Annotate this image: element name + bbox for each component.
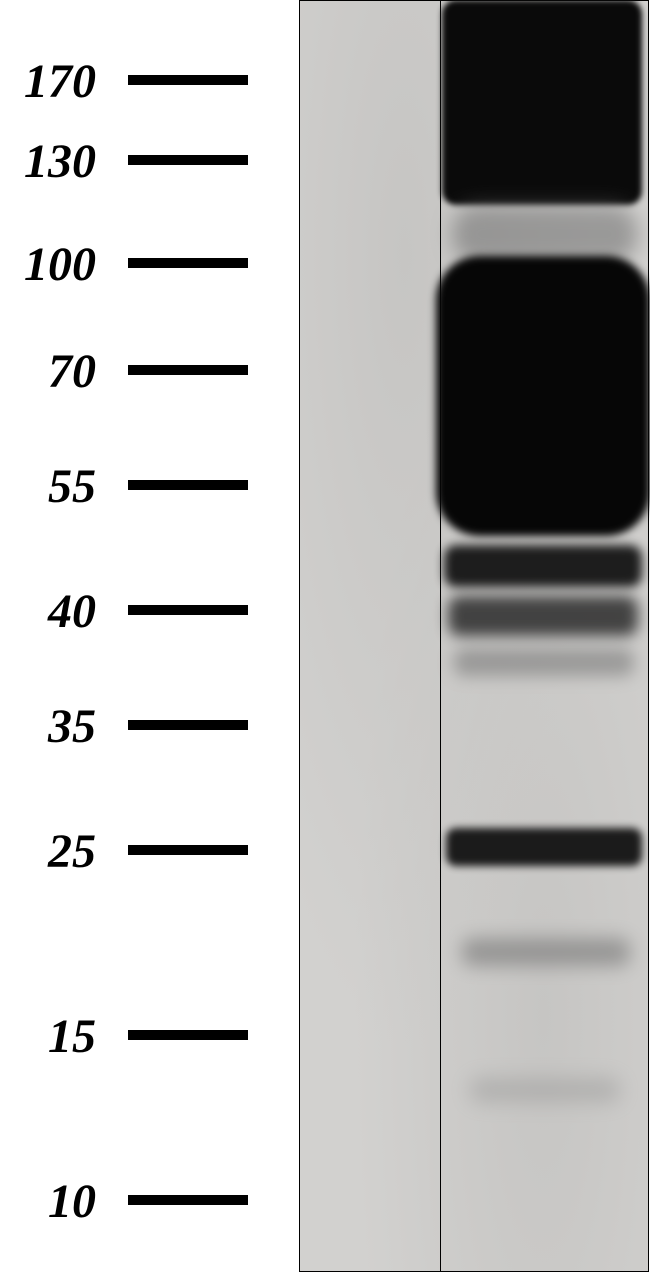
mw-tick xyxy=(128,480,248,490)
mw-label: 25 xyxy=(48,824,96,879)
band-smear-top xyxy=(442,0,642,205)
band-band-26 xyxy=(446,828,642,866)
mw-tick xyxy=(128,1195,248,1205)
mw-label: 10 xyxy=(48,1174,96,1229)
mw-label: 100 xyxy=(24,237,96,292)
mw-tick xyxy=(128,258,248,268)
mw-label: 170 xyxy=(24,54,96,109)
mw-tick xyxy=(128,155,248,165)
lane-separator xyxy=(440,0,441,1272)
mw-tick xyxy=(128,720,248,730)
band-band-20-faint xyxy=(462,938,630,966)
band-band-14-vfaint xyxy=(470,1078,620,1102)
band-main-blob xyxy=(436,256,650,536)
mw-label: 70 xyxy=(48,344,96,399)
mw-tick xyxy=(128,1030,248,1040)
band-band-50 xyxy=(444,545,642,587)
mw-label: 55 xyxy=(48,459,96,514)
mw-label: 15 xyxy=(48,1009,96,1064)
western-blot-figure: 170 130 100 70 55 40 35 25 15 10 xyxy=(0,0,650,1272)
mw-label: 130 xyxy=(24,134,96,189)
band-band-40-faint xyxy=(454,648,634,676)
mw-label: 35 xyxy=(48,699,96,754)
mw-tick xyxy=(128,75,248,85)
band-band-45 xyxy=(448,596,638,636)
mw-tick xyxy=(128,605,248,615)
band-gap-light xyxy=(452,205,638,263)
mw-label: 40 xyxy=(48,584,96,639)
mw-tick xyxy=(128,365,248,375)
mw-tick xyxy=(128,845,248,855)
